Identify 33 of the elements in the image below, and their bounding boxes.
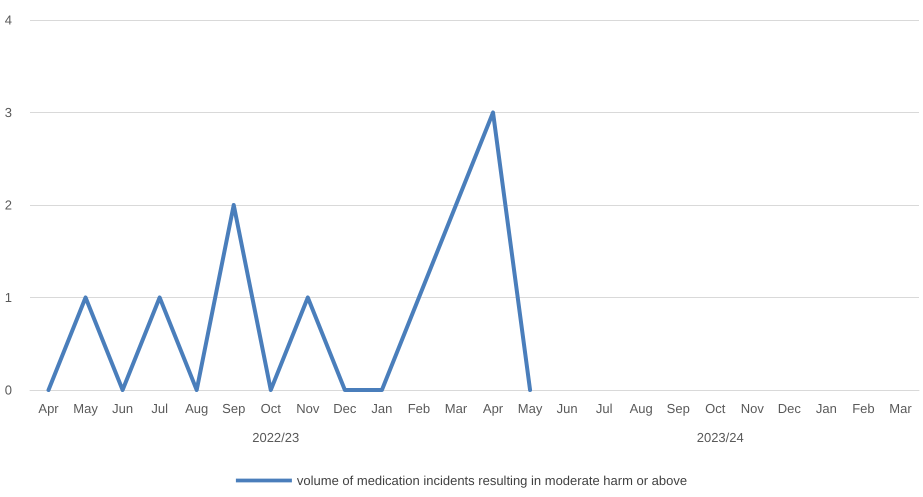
x-tick-label: Nov <box>740 401 764 416</box>
legend-label: volume of medication incidents resulting in moderate harm or above <box>296 473 688 488</box>
x-tick-label: Oct <box>260 401 282 416</box>
x-tick-label: May <box>518 401 543 416</box>
x-tick-label: Feb <box>852 401 875 416</box>
x-tick-label: Mar <box>889 401 912 416</box>
x-tick-label: Jan <box>371 401 392 416</box>
x-tick-label: Nov <box>296 401 320 416</box>
text: 2023/24 <box>696 430 744 445</box>
y-tick-label: 4 <box>4 12 12 28</box>
x-tick-label: Jul <box>596 401 613 416</box>
line-series <box>46 110 532 392</box>
x-tick-label: May <box>73 401 98 416</box>
x-tick-label: Mar <box>444 401 468 416</box>
x-tick-label: Dec <box>333 401 357 416</box>
text: 2022/23 <box>252 430 300 445</box>
x-tick-label: Apr <box>482 401 504 416</box>
y-tick-label: 2 <box>4 198 12 212</box>
x-tick-label: Sep <box>222 401 246 416</box>
x-tick-label: Jan <box>816 401 837 416</box>
x-tick-label: Feb <box>408 401 430 416</box>
x-tick-label: Jun <box>112 401 134 416</box>
y-tick-label: 0 <box>4 382 12 398</box>
x-tick-label: Oct <box>705 401 726 416</box>
x-tick-label: Jul <box>151 401 168 416</box>
x-tick-label: Aug <box>630 401 653 416</box>
x-tick-label: Jun <box>556 401 578 416</box>
y-tick-label: 3 <box>4 105 12 120</box>
y-tick-label: 1 <box>4 290 12 305</box>
x-tick-label: Sep <box>666 401 690 416</box>
x-tick-label: Aug <box>185 401 208 416</box>
x-tick-label: Dec <box>778 401 802 416</box>
x-tick-label: Apr <box>38 401 60 416</box>
